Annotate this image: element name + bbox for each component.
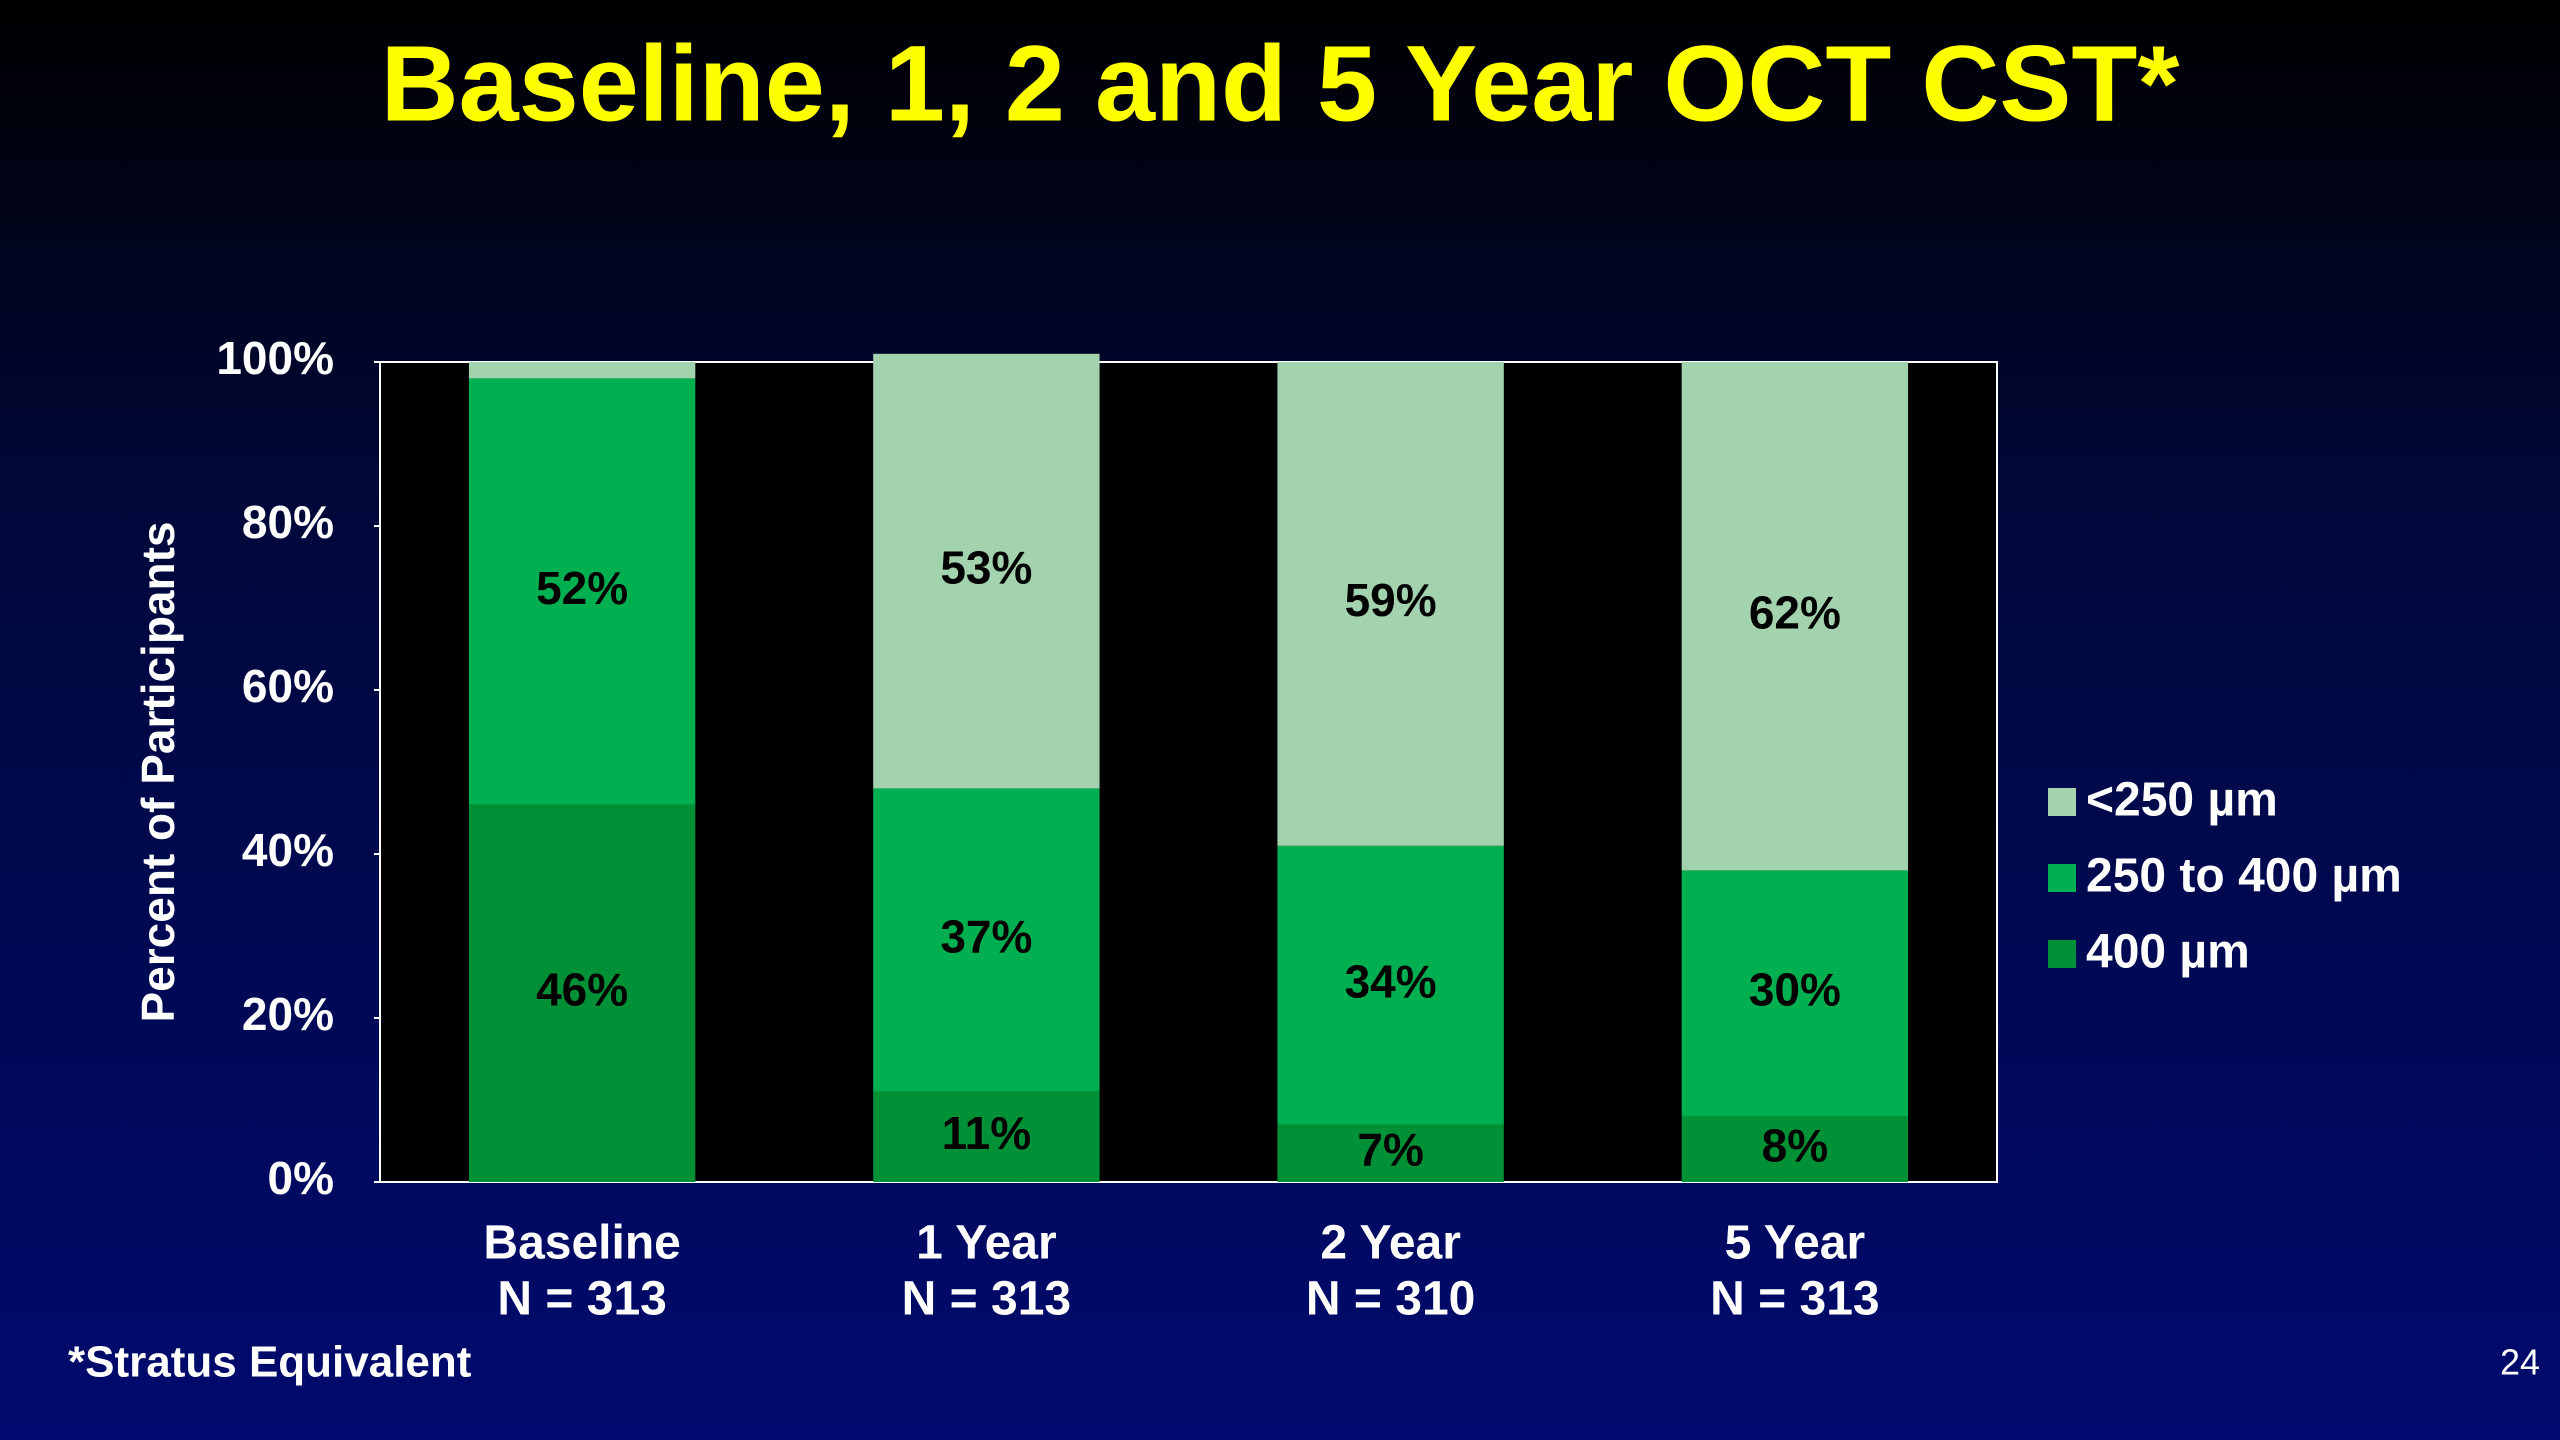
y-tick-label: 0% (268, 1152, 334, 1204)
data-label: 46% (536, 964, 628, 1016)
y-tick-label: 80% (242, 496, 334, 548)
bar-segment (1277, 362, 1504, 846)
bar-segment (1681, 362, 1909, 871)
bar-segment (873, 788, 1100, 1092)
x-tick-label: 2 Year (1320, 1217, 1461, 1270)
legend-swatch (2048, 940, 2076, 968)
data-label: 34% (1345, 955, 1437, 1007)
bar-segment (468, 362, 696, 379)
x-tick-label: Baseline (483, 1217, 680, 1270)
data-label: 53% (940, 541, 1032, 593)
x-tick-sublabel: N = 310 (1306, 1273, 1475, 1326)
chart-title: Baseline, 1, 2 and 5 Year OCT CST* (381, 23, 2180, 144)
data-label: 7% (1357, 1123, 1423, 1175)
footnote: *Stratus Equivalent (68, 1338, 472, 1387)
legend-label: <250 µm (2086, 774, 2278, 827)
y-tick-label: 100% (216, 332, 334, 384)
bar-segment (873, 1091, 1100, 1182)
y-tick-label: 60% (242, 660, 334, 712)
bar-segment (468, 378, 696, 805)
y-axis-label: Percent of Participants (132, 521, 184, 1022)
legend-label: 250 to 400 µm (2086, 850, 2402, 903)
bar-segment (1277, 1124, 1504, 1182)
bar-segment (468, 804, 696, 1182)
legend-label: 400 µm (2086, 926, 2250, 979)
page-number: 24 (2500, 1342, 2540, 1383)
legend-swatch (2048, 788, 2076, 816)
y-tick-label: 40% (242, 824, 334, 876)
data-label: 37% (940, 910, 1032, 962)
data-label: 11% (942, 1107, 1032, 1159)
data-label: 59% (1345, 574, 1437, 626)
bar-segment (1681, 870, 1909, 1117)
x-tick-sublabel: N = 313 (497, 1273, 666, 1326)
x-tick-label: 5 Year (1725, 1217, 1866, 1270)
data-label: 52% (536, 562, 628, 614)
legend-swatch (2048, 864, 2076, 892)
data-label: 30% (1749, 964, 1841, 1016)
y-tick-label: 20% (242, 988, 334, 1040)
x-tick-label: 1 Year (916, 1217, 1057, 1270)
x-tick-sublabel: N = 313 (1710, 1273, 1879, 1326)
bar-segment (873, 353, 1100, 789)
bar-segment (1277, 845, 1504, 1125)
data-label: 62% (1749, 586, 1841, 638)
bar-segment (1681, 1116, 1909, 1182)
data-label: 8% (1762, 1119, 1828, 1171)
x-tick-sublabel: N = 313 (902, 1273, 1071, 1326)
